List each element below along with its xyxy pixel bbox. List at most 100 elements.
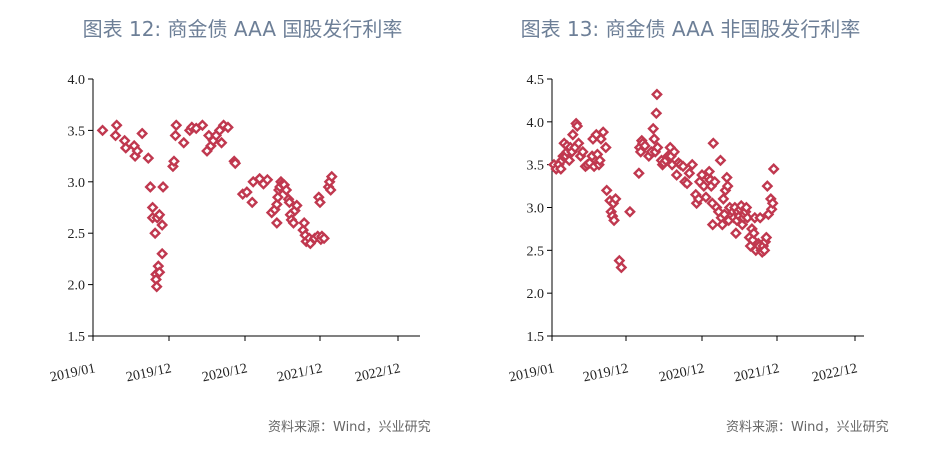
data-point — [150, 280, 163, 293]
data-point — [651, 88, 663, 101]
x-tick-label: 2019/12 — [125, 361, 173, 385]
data-point — [149, 227, 162, 240]
data-point — [593, 154, 606, 167]
data-point — [215, 136, 228, 149]
data-point — [566, 128, 579, 141]
data-point — [314, 196, 326, 209]
x-tick-label: 2020/12 — [658, 361, 706, 385]
data-point — [110, 119, 123, 132]
data-point — [700, 191, 712, 204]
data-point — [634, 145, 647, 158]
data-point — [740, 201, 753, 214]
data-point — [718, 208, 731, 221]
data-point — [146, 201, 159, 214]
data-point — [196, 119, 209, 132]
y-tick-label: 4.0 — [527, 116, 545, 131]
data-point — [707, 137, 720, 150]
data-point — [608, 214, 620, 227]
data-point — [767, 163, 780, 175]
data-point — [677, 160, 690, 173]
data-point — [325, 170, 338, 183]
data-point — [153, 208, 166, 221]
data-point — [153, 266, 166, 279]
data-point — [168, 155, 180, 168]
data-point — [270, 217, 283, 229]
data-point — [229, 157, 242, 170]
x-tick-label: 2020/12 — [201, 361, 249, 385]
data-point — [747, 227, 760, 240]
data-point — [599, 141, 612, 154]
data-point — [177, 136, 190, 149]
data-point — [632, 167, 645, 180]
y-tick-label: 2.0 — [527, 287, 545, 302]
y-tick-label: 1.5 — [68, 330, 86, 345]
data-point — [290, 199, 303, 212]
data-point — [670, 169, 683, 181]
y-tick-label: 3.0 — [527, 202, 545, 217]
data-point — [246, 196, 259, 209]
chart-1-source: 资料来源：Wind，兴业研究 — [268, 420, 431, 435]
data-point — [714, 154, 727, 167]
data-point — [324, 184, 337, 196]
data-point — [647, 122, 660, 135]
data-point — [721, 180, 734, 192]
y-tick-label: 1.5 — [527, 330, 545, 345]
data-point — [624, 205, 636, 218]
data-point — [766, 197, 779, 210]
data-point — [170, 119, 183, 132]
data-point — [703, 165, 716, 178]
data-point — [287, 217, 300, 229]
data-point — [271, 191, 284, 204]
data-point — [686, 158, 699, 171]
x-tick-label: 2019/01 — [49, 361, 97, 385]
data-point — [554, 163, 567, 175]
data-point — [648, 133, 661, 145]
data-point — [144, 181, 157, 193]
data-point — [681, 177, 693, 190]
data-point — [638, 139, 651, 152]
data-point — [730, 227, 742, 240]
x-tick-label: 2022/12 — [811, 361, 859, 385]
y-tick-label: 2.0 — [68, 279, 86, 294]
data-point — [741, 211, 754, 224]
data-point — [156, 219, 169, 231]
y-tick-label: 4.5 — [527, 73, 545, 88]
data-point — [697, 180, 710, 192]
data-point — [96, 124, 109, 137]
data-point — [736, 218, 749, 231]
data-point — [720, 171, 733, 184]
data-point — [109, 129, 122, 142]
data-point — [717, 193, 730, 205]
data-point — [597, 126, 610, 139]
chart-1-title: 图表 12: 商金债 AAA 国股发行利率 — [82, 17, 403, 41]
y-tick-label: 3.5 — [68, 124, 86, 139]
data-point — [758, 244, 771, 257]
data-point — [157, 181, 169, 193]
data-point — [318, 232, 330, 245]
data-point — [156, 247, 169, 260]
chart-2-source: 资料来源：Wind，兴业研究 — [726, 420, 889, 435]
data-point — [651, 141, 664, 154]
data-point — [142, 152, 155, 165]
data-point — [615, 261, 628, 274]
data-point — [650, 107, 663, 120]
data-point — [760, 231, 773, 244]
y-tick-label: 3.5 — [527, 159, 545, 174]
data-point — [716, 218, 729, 231]
x-tick-label: 2021/12 — [733, 361, 781, 385]
data-point — [280, 184, 293, 196]
data-point — [706, 218, 719, 231]
data-point — [600, 184, 613, 197]
x-tick-label: 2022/12 — [354, 361, 402, 385]
data-point — [240, 186, 253, 198]
data-point — [572, 137, 585, 150]
x-tick-label: 2019/12 — [582, 361, 630, 385]
data-point — [131, 145, 144, 157]
y-tick-label: 2.5 — [68, 227, 86, 242]
data-point — [136, 127, 149, 140]
data-point — [609, 193, 622, 205]
chart-2-title: 图表 13: 商金债 AAA 非国股发行利率 — [520, 17, 861, 41]
data-point — [683, 167, 696, 180]
y-tick-label: 2.5 — [527, 244, 545, 259]
